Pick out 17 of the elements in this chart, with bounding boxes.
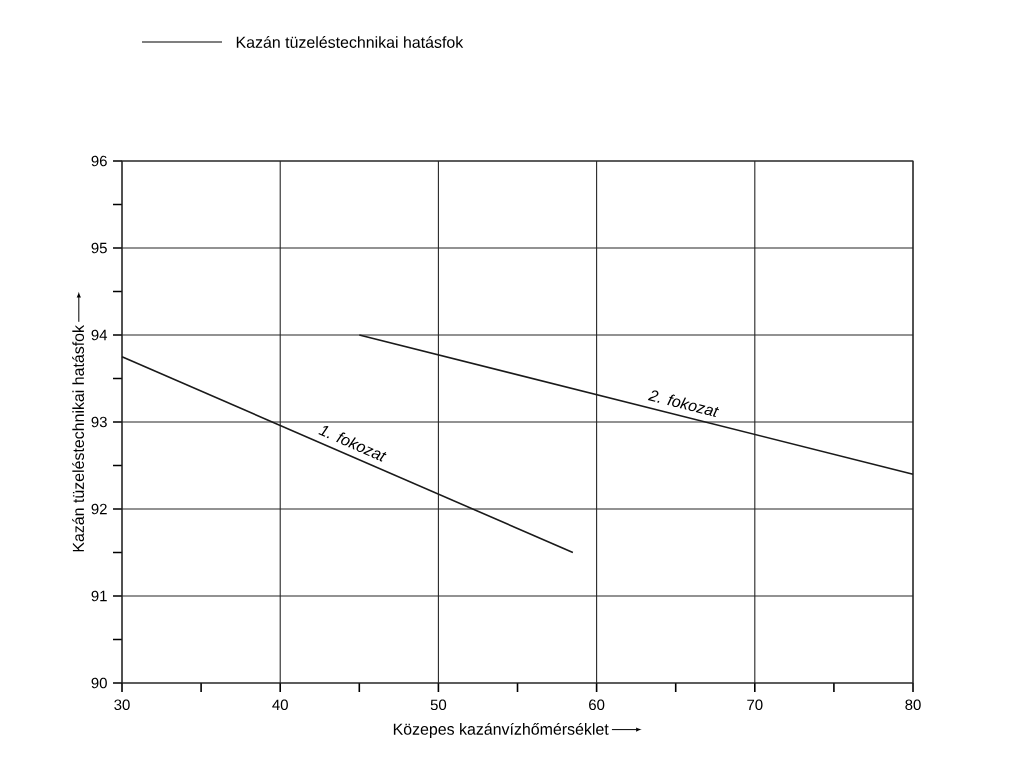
x-tick-label: 60 — [589, 699, 605, 711]
y-tick-label: 90 — [91, 677, 107, 689]
x-tick-label: 30 — [114, 699, 130, 711]
y-tick-label: 94 — [91, 329, 108, 341]
y-tick-label: 92 — [91, 503, 107, 515]
y-tick-label: 96 — [91, 155, 107, 167]
y-tick-label: 91 — [91, 590, 107, 602]
text: Kazán tüzeléstechnikai hatásfok — [236, 36, 464, 48]
y-tick-label: 93 — [91, 416, 107, 428]
x-tick-label: 50 — [430, 699, 447, 711]
x-axis-title: Közepes kazánvízhőmérséklet — [393, 722, 609, 738]
x-tick-label: 70 — [747, 699, 763, 711]
text: 2. fokozat — [647, 390, 720, 417]
x-tick-label: 80 — [905, 699, 921, 711]
y-tick-label: 95 — [91, 242, 107, 254]
y-axis-title: Kazán tüzeléstechnikai hatásfok — [72, 324, 85, 552]
x-tick-label: 40 — [272, 699, 288, 711]
